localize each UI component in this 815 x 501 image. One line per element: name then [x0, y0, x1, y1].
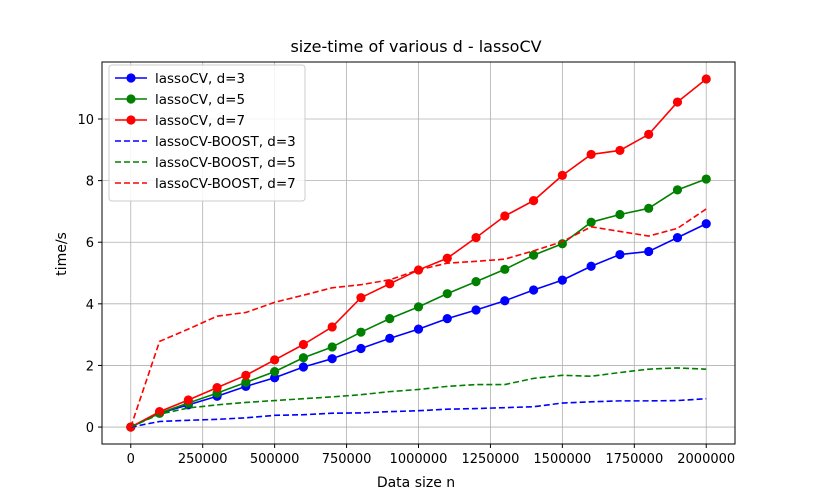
data-point — [183, 395, 193, 405]
data-point — [557, 170, 567, 180]
data-point — [413, 324, 424, 334]
legend-marker — [126, 115, 136, 125]
data-point — [442, 314, 452, 324]
data-point — [644, 129, 654, 139]
data-point — [500, 264, 510, 274]
legend: lassoCV, d=3 lassoCV, d=5 lassoCV, d=7 lass… — [108, 64, 306, 202]
y-tick-label: 10 — [77, 113, 94, 128]
data-point — [356, 327, 366, 337]
x-tick-label: 0 — [127, 452, 135, 467]
data-point — [270, 367, 280, 377]
x-tick-label: 1000000 — [390, 452, 448, 467]
y-tick-label: 8 — [86, 175, 94, 190]
data-point — [500, 211, 510, 221]
data-point — [471, 305, 481, 315]
series-4 — [130, 367, 707, 428]
chart-title: size-time of various d - lassoCV — [290, 37, 541, 56]
x-tick-label: 2000000 — [677, 452, 735, 467]
legend-label: lassoCV-BOOST, d=7 — [155, 176, 296, 192]
x-tick-label: 500000 — [250, 452, 300, 467]
series-line — [130, 208, 707, 428]
data-point — [298, 362, 309, 372]
data-point — [241, 370, 251, 380]
x-axis-label: Data size n — [377, 475, 455, 491]
x-tick-label: 1750000 — [605, 452, 663, 467]
data-point — [327, 354, 337, 364]
data-point — [644, 246, 654, 257]
ticks: 0 250000 500000 750000 1000000 1250000 1500000… — [77, 113, 735, 467]
data-point — [615, 145, 625, 156]
y-tick-label: 2 — [86, 359, 94, 374]
data-point — [270, 355, 280, 365]
data-point — [557, 275, 567, 285]
y-tick-label: 6 — [86, 236, 94, 251]
series-1 — [126, 174, 711, 432]
data-point — [385, 279, 395, 289]
data-point — [615, 209, 625, 220]
data-point — [327, 342, 337, 352]
x-tick-label: 750000 — [322, 452, 372, 467]
series-3 — [130, 397, 707, 428]
data-point — [528, 196, 539, 206]
data-point — [471, 232, 481, 243]
data-point — [528, 285, 539, 295]
data-point — [212, 383, 222, 393]
data-point — [442, 289, 452, 299]
data-point — [701, 74, 711, 84]
series-line — [130, 397, 707, 428]
data-point — [385, 314, 395, 324]
data-point — [586, 149, 596, 160]
data-point — [701, 219, 711, 229]
data-point — [298, 339, 309, 350]
data-point — [500, 296, 510, 306]
legend-label: lassoCV-BOOST, d=3 — [155, 134, 296, 150]
x-tick-label: 250000 — [178, 452, 228, 467]
legend-label: lassoCV-BOOST, d=5 — [155, 155, 296, 171]
data-point — [615, 249, 625, 260]
y-tick-label: 4 — [86, 298, 94, 313]
data-point — [557, 239, 567, 249]
data-point — [413, 302, 424, 312]
data-point — [356, 343, 366, 354]
data-point — [327, 322, 337, 332]
legend-marker — [126, 73, 136, 83]
series-layer — [126, 74, 711, 432]
legend-marker — [126, 94, 136, 104]
x-tick-label: 1500000 — [533, 452, 591, 467]
data-point — [356, 293, 366, 303]
series-5 — [130, 208, 707, 428]
data-point — [672, 185, 683, 195]
x-tick-label: 1250000 — [461, 452, 519, 467]
data-point — [385, 333, 395, 343]
data-point — [298, 353, 309, 363]
legend-box — [108, 64, 306, 202]
legend-label: lassoCV, d=5 — [155, 92, 245, 108]
data-point — [241, 377, 251, 387]
data-point — [442, 253, 452, 263]
data-point — [528, 250, 539, 260]
data-point — [701, 174, 711, 184]
series-line — [130, 367, 707, 428]
data-point — [672, 97, 683, 107]
data-point — [586, 217, 596, 227]
data-point — [644, 203, 654, 213]
data-point — [672, 232, 683, 243]
y-tick-label: 0 — [86, 421, 94, 436]
legend-label: lassoCV, d=7 — [155, 113, 245, 129]
y-axis-label: time/s — [54, 232, 70, 276]
data-point — [154, 407, 165, 417]
legend-label: lassoCV, d=3 — [155, 71, 245, 87]
data-point — [471, 277, 481, 287]
data-point — [586, 261, 596, 271]
